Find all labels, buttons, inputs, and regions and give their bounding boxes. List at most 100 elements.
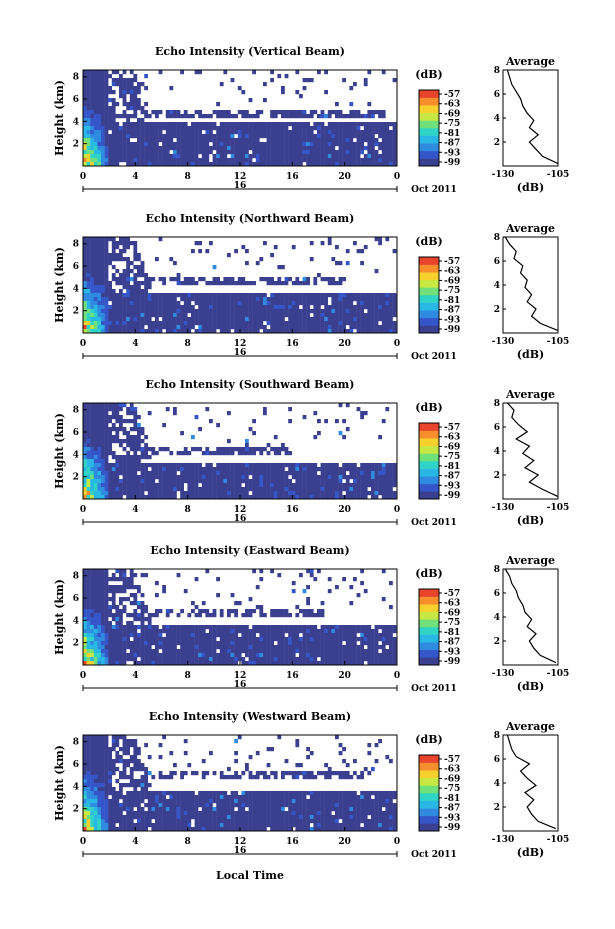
heatmap-cell [111, 479, 116, 484]
heatmap-cell [162, 305, 166, 310]
heatmap-cell [389, 471, 393, 476]
heatmap-cell [263, 661, 267, 666]
heatmap-cell [162, 641, 166, 646]
heatmap-cell [198, 633, 202, 638]
heatmap-cell [101, 637, 105, 642]
heatmap-cell [309, 150, 314, 155]
heatmap-cell [320, 491, 325, 496]
heatmap-cell [277, 277, 282, 282]
heatmap-cell [299, 301, 303, 306]
heatmap-cell [111, 637, 116, 642]
heatmap-cell [277, 467, 282, 472]
heatmap-cell [219, 309, 224, 314]
heatmap-cell [104, 661, 109, 666]
heatmap-cell [335, 641, 339, 646]
heatmap-cell [108, 463, 112, 468]
heatmap-cell [270, 661, 274, 666]
heatmap-cell [115, 245, 120, 250]
heatmap-cell [392, 471, 397, 476]
heatmap-cell [97, 241, 102, 246]
colorbar-segment [419, 325, 439, 334]
heatmap-cell [187, 491, 192, 496]
heatmap-cell [169, 154, 174, 159]
heatmap-cell [266, 625, 271, 630]
heatmap-cell [345, 479, 350, 484]
heatmap-cell [86, 309, 91, 314]
heatmap-cell [281, 487, 285, 492]
heatmap-cell [194, 309, 199, 314]
heatmap-cell [338, 293, 343, 298]
heatmap-cell [371, 146, 375, 151]
heatmap-cell [259, 661, 264, 666]
heatmap-cell [212, 637, 217, 642]
heatmap-cell [205, 301, 210, 306]
heatmap-cell [191, 142, 195, 147]
heatmap-cell [86, 747, 91, 752]
heatmap-cell [101, 329, 105, 334]
heatmap-cell [241, 122, 246, 127]
heatmap-cell [259, 495, 264, 500]
heatmap-cell [122, 625, 127, 630]
heatmap-cell [137, 98, 141, 103]
heatmap-cell [126, 237, 130, 242]
colorbar-segment [419, 272, 439, 281]
heatmap-cell [378, 471, 382, 476]
heatmap-cell [273, 162, 278, 167]
heatmap-cell [101, 573, 105, 578]
heatmap-cell [101, 261, 105, 266]
heatmap-cell [313, 463, 318, 468]
heatmap-cell [259, 609, 264, 614]
heatmap-cell [252, 661, 256, 666]
heatmap-cell [367, 138, 372, 143]
heatmap-cell [97, 98, 102, 103]
heatmap-cell [360, 305, 364, 310]
heatmap-cell [306, 633, 310, 638]
heatmap-cell [378, 317, 382, 322]
heatmap-cell [342, 487, 346, 492]
heatmap-cell [331, 281, 336, 286]
heatmap-cell [191, 309, 195, 314]
heatmap-cell [363, 463, 368, 468]
heatmap-cell [180, 483, 184, 488]
heatmap-cell [273, 154, 278, 159]
heatmap-cell [356, 114, 361, 119]
heatmap-cell [313, 158, 318, 163]
heatmap-cell [345, 313, 350, 318]
heatmap-cell [295, 661, 300, 666]
heatmap-cell [86, 479, 91, 484]
heatmap-cell [176, 653, 181, 658]
heatmap-cell [317, 162, 321, 167]
heatmap-cell [284, 134, 289, 139]
heatmap-cell [93, 90, 98, 95]
heatmap-cell [173, 625, 177, 630]
heatmap-cell [169, 305, 174, 310]
heatmap-cell [162, 653, 166, 658]
heatmap-cell [86, 94, 91, 99]
heatmap-cell [371, 313, 375, 318]
heatmap-cell [234, 321, 238, 326]
panel-3: Echo Intensity (Eastward Beam)Height (km… [53, 544, 569, 694]
heatmap-cell [151, 657, 156, 662]
heatmap-cell [209, 122, 213, 127]
heatmap-cell [151, 447, 156, 452]
heatmap-cell [313, 305, 318, 310]
heatmap-cell [324, 653, 328, 658]
heatmap-cell [252, 633, 256, 638]
heatmap-cell [83, 313, 87, 318]
heatmap-cell [151, 471, 156, 476]
heatmap-cell [381, 597, 386, 602]
heatmap-cell [122, 589, 127, 594]
heatmap-cell [90, 118, 94, 123]
heatmap-cell [219, 122, 224, 127]
heatmap-cell [223, 309, 228, 314]
heatmap-cell [219, 609, 224, 614]
heatmap-cell [241, 277, 246, 282]
heatmap-cell [313, 483, 318, 488]
heatmap-cell [245, 158, 249, 163]
heatmap-cell [353, 653, 357, 658]
heatmap-cell [140, 455, 145, 460]
heatmap-cell [104, 447, 109, 452]
heatmap-cell [263, 475, 267, 480]
heatmap-cell [389, 661, 393, 666]
heatmap-cell [194, 447, 199, 452]
